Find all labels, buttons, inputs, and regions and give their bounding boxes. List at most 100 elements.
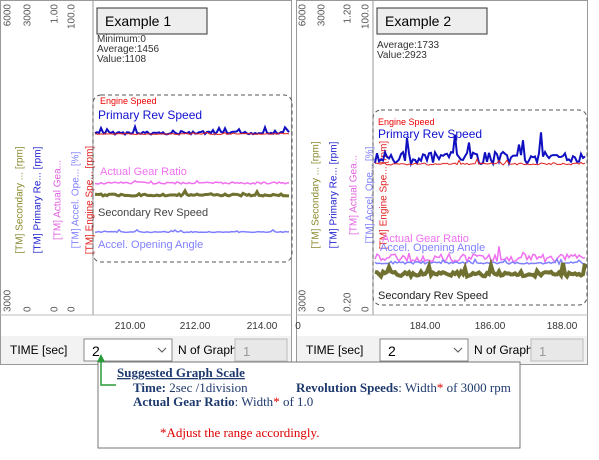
axis-bottom-tick: 0	[50, 306, 61, 312]
note-rev: Revolution Speeds: Width* of 3000 rpm	[296, 380, 511, 395]
note-adjust: *Adjust the range accordingly.	[160, 425, 319, 440]
axis-bottom-tick: 0	[361, 306, 372, 312]
note-text: : Width	[398, 380, 437, 395]
stat-text: Value:2923	[377, 50, 427, 61]
axis-title: [TM] Primary Re... [rpm]	[33, 146, 44, 253]
signal-trace	[374, 157, 586, 166]
series-label: Actual Gear Ratio	[382, 233, 469, 245]
x-tick-label: 186.00	[475, 321, 506, 332]
panel-frame	[296, 0, 588, 365]
n-graph-label: N of Graph	[178, 343, 237, 357]
signal-trace	[94, 228, 290, 234]
time-value: 2	[92, 343, 100, 359]
series-label: Actual Gear Ratio	[100, 166, 187, 178]
axis-title: [TM] Accel. Ope... [%]	[71, 151, 82, 248]
note-text: of 1.0	[280, 394, 314, 409]
note-key: Actual Gear Ratio	[133, 394, 235, 409]
time-label: TIME [sec]	[306, 343, 363, 357]
signal-trace	[374, 246, 586, 265]
note-text: of 3000 rpm	[443, 380, 511, 395]
axis-top-tick: 6000	[3, 4, 14, 27]
stat-text: Average:1456	[97, 44, 160, 55]
n-graph-box	[530, 338, 584, 362]
series-label: Primary Rev Speed	[378, 127, 482, 141]
axis-top-tick: 3000	[317, 4, 328, 27]
axis-bottom-tick: 0.20	[343, 292, 354, 312]
note-time: Time: 2sec /1division	[133, 380, 248, 395]
axis-bottom-tick: 0	[23, 306, 34, 312]
note-box	[97, 361, 521, 449]
stat-text: Minimum:0	[97, 34, 146, 45]
x-tick-label: 184.00	[410, 321, 441, 332]
note-key: Revolution Speeds	[296, 380, 398, 395]
x-tick-label: 210.00	[115, 321, 146, 332]
series-label: Accel. Opening Angle	[98, 239, 203, 251]
time-value: 2	[388, 343, 396, 359]
n-graph-value: 1	[539, 344, 546, 359]
series-label: Accel. Opening Angle	[380, 242, 485, 254]
note-text: 2sec /1division	[166, 380, 248, 395]
stat-text: Value:1108	[97, 54, 147, 65]
x-tick-label: 212.00	[180, 321, 211, 332]
example-label: Example 1	[105, 13, 171, 29]
axis-title: [TM] Primary Re... [rpm]	[329, 141, 340, 248]
series-label: Primary Rev Speed	[98, 108, 202, 122]
note-star: *	[273, 394, 280, 409]
x-tick-label: 214.00	[247, 321, 278, 332]
axis-bottom-tick: 3000	[298, 289, 309, 312]
x-tick-label: 0	[295, 321, 301, 332]
axis-top-tick: 100.0	[361, 4, 372, 29]
highlight-box	[372, 109, 588, 306]
time-dropdown[interactable]	[83, 338, 173, 362]
note-gear: Actual Gear Ratio: Width* of 1.0	[133, 394, 313, 409]
dropdown-chevron	[157, 347, 167, 353]
series-label: Secondary Rev Speed	[98, 207, 208, 219]
highlight-box	[92, 94, 293, 263]
axis-title: [TM] Engine Spe... [rpm]	[85, 146, 96, 255]
note-arrowhead	[97, 354, 105, 362]
axis-top-tick: 6000	[298, 4, 309, 27]
stat-text: Average:1733	[377, 40, 440, 51]
example-label: Example 2	[385, 13, 451, 29]
axis-title: [TM] Secondary ... [rpm]	[15, 146, 26, 253]
axis-top-tick: 100.0	[67, 4, 78, 29]
n-graph-label: N of Graph	[474, 343, 533, 357]
series-label: Engine Speed	[378, 117, 435, 127]
time-label: TIME [sec]	[10, 343, 67, 357]
axis-title: [TM] Engine Spe... [rpm]	[379, 141, 390, 250]
dropdown-chevron	[453, 347, 463, 353]
axis-top-tick: 1.00	[50, 4, 61, 24]
series-label: Engine Speed	[100, 96, 157, 106]
note-text: : Width	[235, 394, 274, 409]
axis-bottom-tick: 0	[67, 306, 78, 312]
series-label: Secondary Rev Speed	[378, 290, 488, 302]
note-title: Suggested Graph Scale	[117, 365, 245, 380]
signal-trace	[374, 257, 587, 281]
axis-top-tick: 1.20	[343, 4, 354, 24]
axis-top-tick: 3000	[23, 4, 34, 27]
signal-trace	[94, 131, 290, 136]
signal-trace	[94, 187, 290, 198]
example-label-box	[96, 7, 208, 35]
n-graph-value: 1	[243, 344, 250, 359]
n-graph-box	[234, 338, 288, 362]
note: Suggested Graph Scale Time: 2sec /1divis…	[97, 354, 521, 449]
note-key: Time:	[133, 380, 166, 395]
axis-title: [TM] Actual Gea...	[53, 160, 64, 240]
graph-panel: 6000 3000 1.20 100.0 3000 0 0.20 0 [TM] Secondar…	[295, 0, 588, 365]
note-arrow	[100, 358, 116, 386]
x-tick-label: 188.00	[547, 321, 578, 332]
time-dropdown[interactable]	[379, 338, 469, 362]
signal-trace	[94, 179, 290, 185]
signal-trace	[374, 257, 586, 266]
axis-bottom-tick: 0	[317, 306, 328, 312]
axis-title: [TM] Secondary ... [rpm]	[311, 141, 322, 248]
axis-title: [TM] Accel. Ope... [%]	[365, 146, 376, 243]
axis-title: [TM] Actual Gea...	[349, 155, 360, 235]
note-star: *	[437, 380, 444, 395]
axis-bottom-tick: 3000	[3, 289, 14, 312]
example-label-box	[376, 7, 488, 35]
